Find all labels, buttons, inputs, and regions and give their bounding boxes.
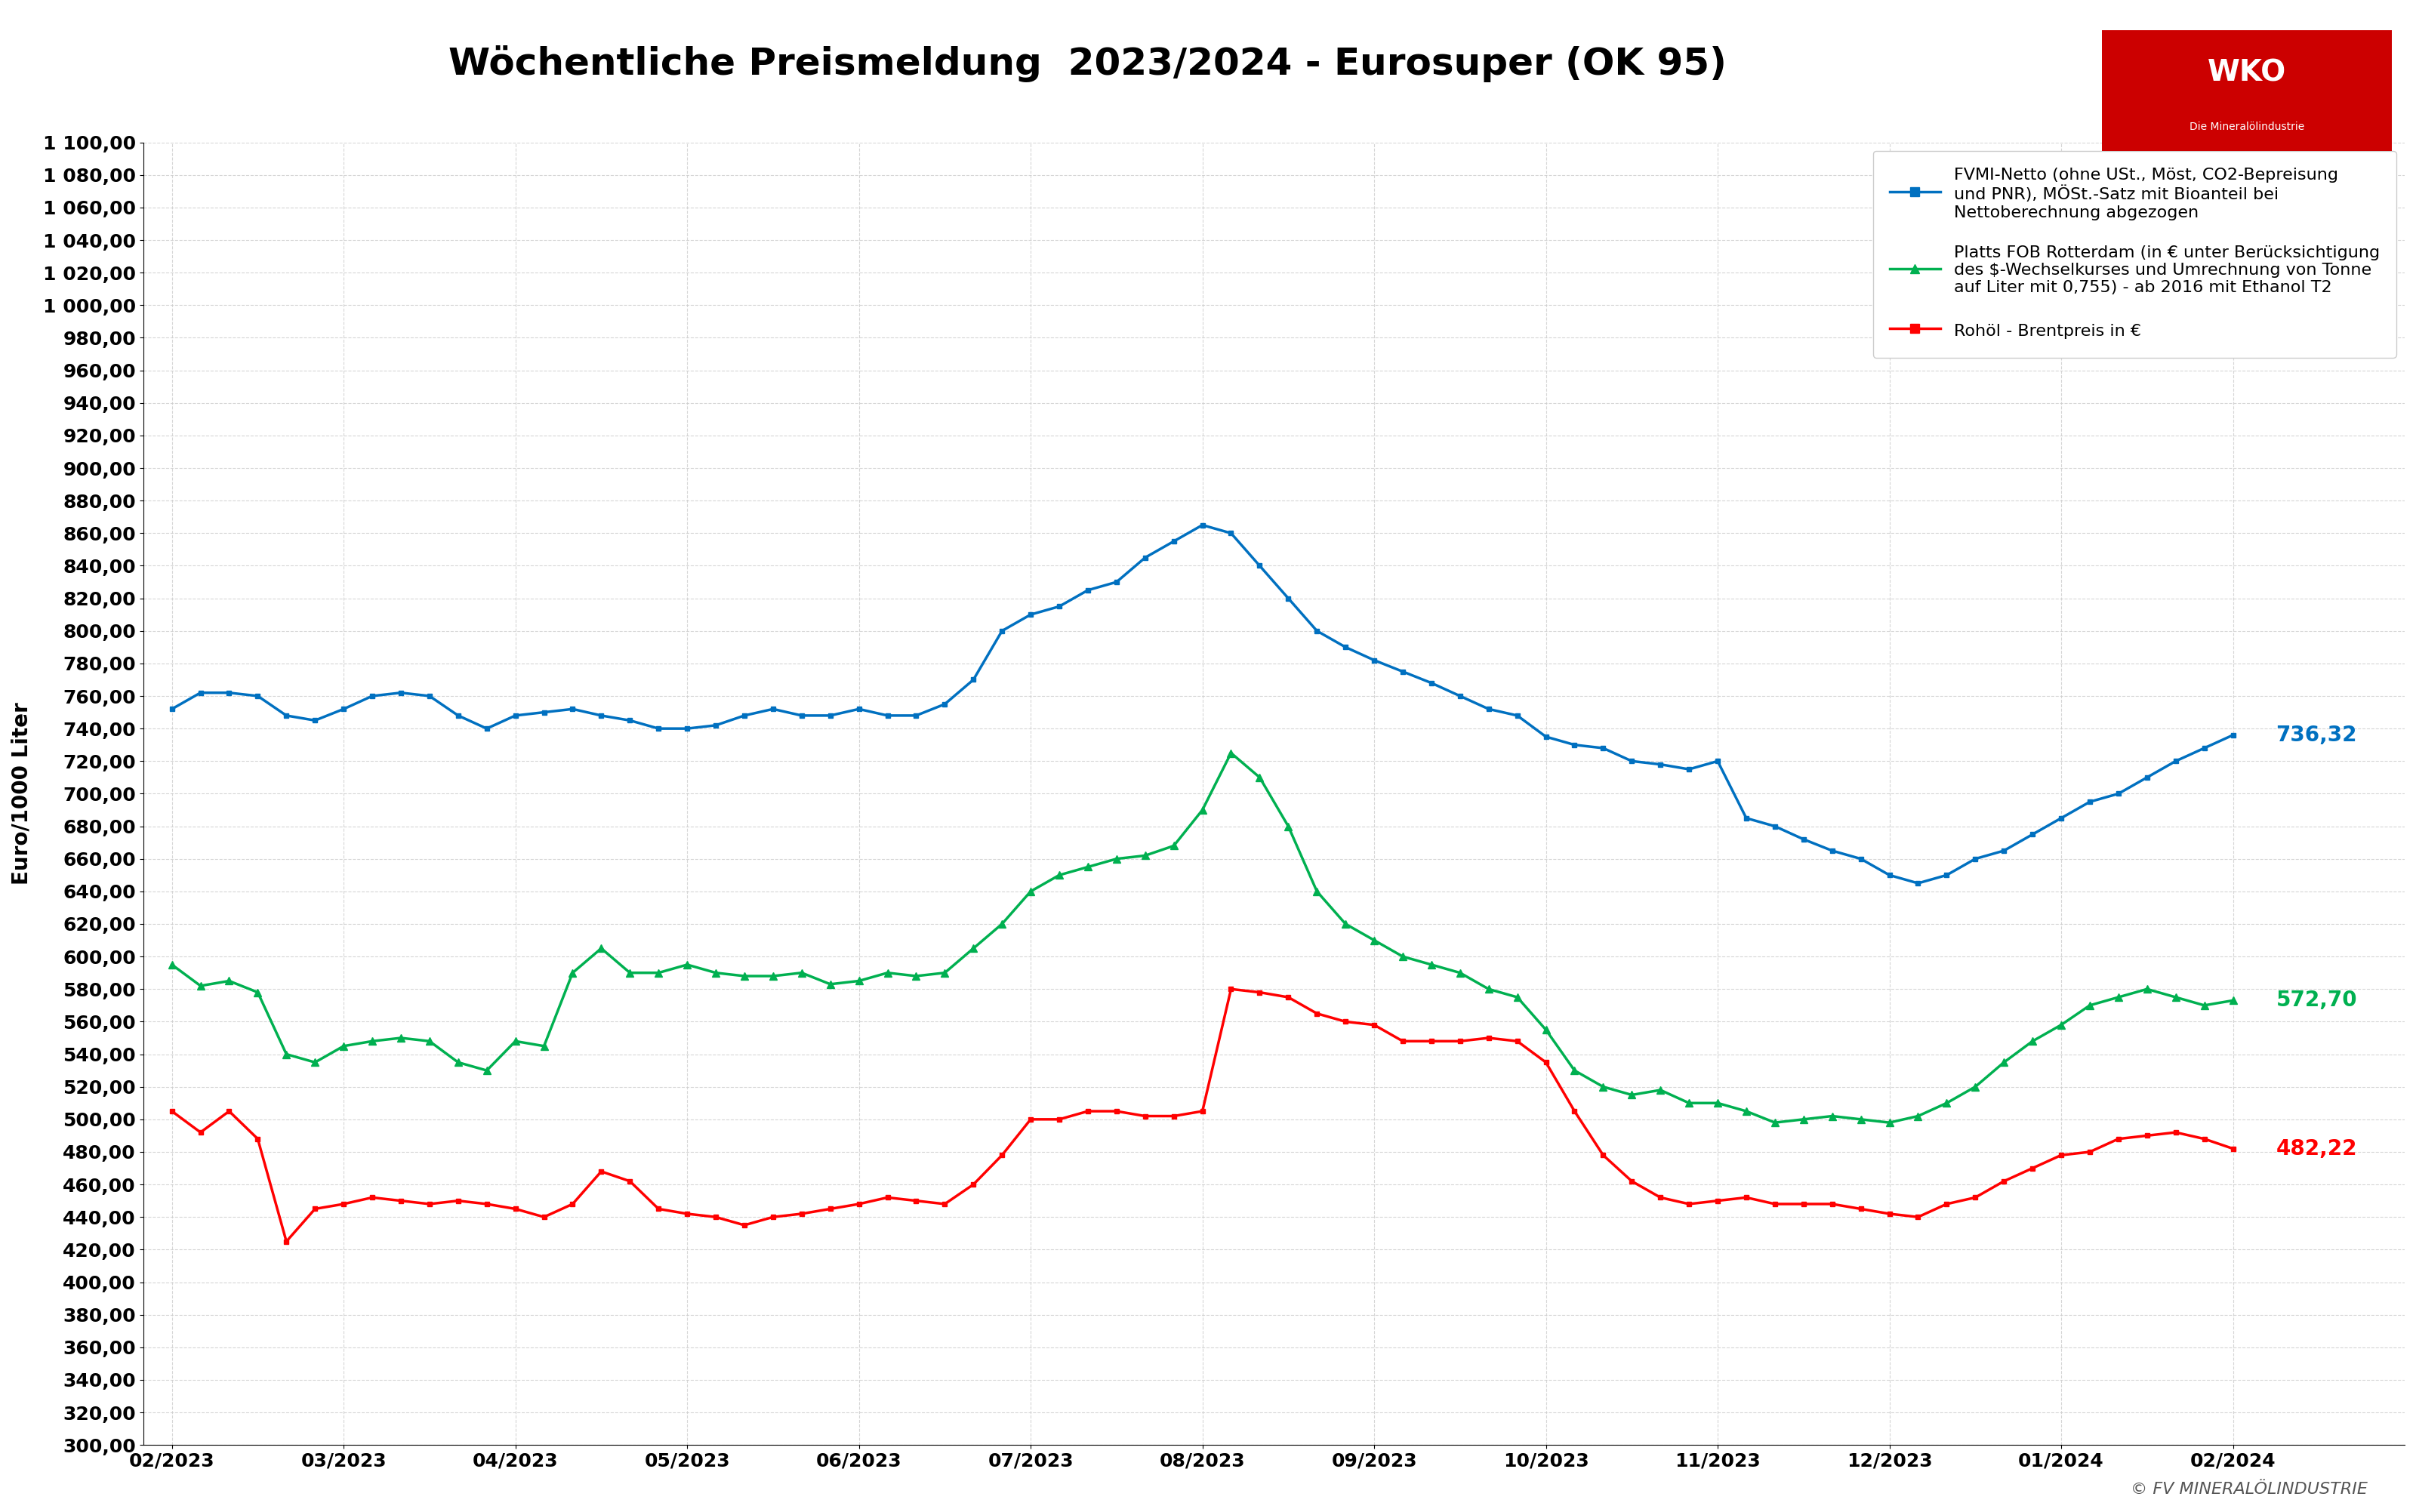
FVMI-Netto (ohne USt., Möst, CO2-Bepreisung
und PNR), MÖSt.-Satz mit Bioanteil bei
Nettoberechnung abgezogen — [2218, 726, 2247, 744]
FVMI-Netto (ohne USt., Möst, CO2-Bepreisung
und PNR), MÖSt.-Satz mit Bioanteil bei
Nettoberechnung abgezogen — [616, 711, 645, 729]
Y-axis label: Euro/1000 Liter: Euro/1000 Liter — [12, 703, 31, 885]
Rohöl - Brentpreis in € — [2075, 1143, 2104, 1161]
Line: FVMI-Netto (ohne USt., Möst, CO2-Bepreisung
und PNR), MÖSt.-Satz mit Bioanteil bei
Nettoberechnung abgezogen: FVMI-Netto (ohne USt., Möst, CO2-Bepreis… — [169, 523, 2235, 886]
Text: Die Mineralölindustrie: Die Mineralölindustrie — [2189, 122, 2305, 132]
FVMI-Netto (ohne USt., Möst, CO2-Bepreisung
und PNR), MÖSt.-Satz mit Bioanteil bei
Nettoberechnung abgezogen — [157, 700, 186, 718]
Platts FOB Rotterdam (in € unter Berücksichtigung
des $-Wechselkurses und Umrechnung von Tonne
auf Liter mit 0,755) - ab 2016 mit Ethanol T2 — [2075, 996, 2104, 1015]
Platts FOB Rotterdam (in € unter Berücksichtigung
des $-Wechselkurses und Umrechnung von Tonne
auf Liter mit 0,755) - ab 2016 mit Ethanol T2 — [1988, 1054, 2017, 1072]
Rohöl - Brentpreis in € — [1244, 983, 1273, 1001]
Rohöl - Brentpreis in € — [1933, 1194, 1962, 1213]
FVMI-Netto (ohne USt., Möst, CO2-Bepreisung
und PNR), MÖSt.-Satz mit Bioanteil bei
Nettoberechnung abgezogen — [1189, 516, 1218, 534]
FVMI-Netto (ohne USt., Möst, CO2-Bepreisung
und PNR), MÖSt.-Satz mit Bioanteil bei
Nettoberechnung abgezogen — [1218, 525, 1247, 543]
Platts FOB Rotterdam (in € unter Berücksichtigung
des $-Wechselkurses und Umrechnung von Tonne
auf Liter mit 0,755) - ab 2016 mit Ethanol T2 — [1933, 1095, 1962, 1113]
Rohöl - Brentpreis in € — [645, 1201, 674, 1219]
Platts FOB Rotterdam (in € unter Berücksichtigung
des $-Wechselkurses und Umrechnung von Tonne
auf Liter mit 0,755) - ab 2016 mit Ethanol T2 — [616, 963, 645, 981]
Text: © FV MINERALÖLINDUSTRIE: © FV MINERALÖLINDUSTRIE — [2131, 1482, 2368, 1497]
Rohöl - Brentpreis in € — [273, 1232, 302, 1250]
FVMI-Netto (ohne USt., Möst, CO2-Bepreisung
und PNR), MÖSt.-Satz mit Bioanteil bei
Nettoberechnung abgezogen — [1988, 842, 2017, 860]
FVMI-Netto (ohne USt., Möst, CO2-Bepreisung
und PNR), MÖSt.-Satz mit Bioanteil bei
Nettoberechnung abgezogen — [846, 700, 875, 718]
Platts FOB Rotterdam (in € unter Berücksichtigung
des $-Wechselkurses und Umrechnung von Tonne
auf Liter mit 0,755) - ab 2016 mit Ethanol T2 — [157, 956, 186, 974]
Rohöl - Brentpreis in € — [1218, 980, 1247, 998]
Rohöl - Brentpreis in € — [872, 1188, 901, 1207]
Rohöl - Brentpreis in € — [1988, 1172, 2017, 1190]
Platts FOB Rotterdam (in € unter Berücksichtigung
des $-Wechselkurses und Umrechnung von Tonne
auf Liter mit 0,755) - ab 2016 mit Ethanol T2 — [1189, 801, 1218, 820]
Rohöl - Brentpreis in € — [157, 1102, 186, 1120]
Text: WKO: WKO — [2208, 59, 2286, 86]
Text: 736,32: 736,32 — [2276, 724, 2358, 745]
Line: Rohöl - Brentpreis in €: Rohöl - Brentpreis in € — [169, 986, 2235, 1244]
Text: 572,70: 572,70 — [2276, 990, 2358, 1012]
Text: Wöchentliche Preismeldung  2023/2024 - Eurosuper (OK 95): Wöchentliche Preismeldung 2023/2024 - Eu… — [447, 45, 1727, 82]
Text: 482,22: 482,22 — [2276, 1139, 2358, 1160]
FVMI-Netto (ohne USt., Möst, CO2-Bepreisung
und PNR), MÖSt.-Satz mit Bioanteil bei
Nettoberechnung abgezogen — [2075, 792, 2104, 810]
Platts FOB Rotterdam (in € unter Berücksichtigung
des $-Wechselkurses und Umrechnung von Tonne
auf Liter mit 0,755) - ab 2016 mit Ethanol T2 — [846, 972, 875, 990]
Platts FOB Rotterdam (in € unter Berücksichtigung
des $-Wechselkurses und Umrechnung von Tonne
auf Liter mit 0,755) - ab 2016 mit Ethanol T2 — [1218, 744, 1247, 762]
FVMI-Netto (ohne USt., Möst, CO2-Bepreisung
und PNR), MÖSt.-Satz mit Bioanteil bei
Nettoberechnung abgezogen — [1904, 874, 1933, 892]
Line: Platts FOB Rotterdam (in € unter Berücksichtigung
des $-Wechselkurses und Umrechnung von Tonne
auf Liter mit 0,755) - ab 2016 mit Ethanol T2: Platts FOB Rotterdam (in € unter Berücks… — [169, 750, 2237, 1126]
FVMI-Netto (ohne USt., Möst, CO2-Bepreisung
und PNR), MÖSt.-Satz mit Bioanteil bei
Nettoberechnung abgezogen — [1933, 866, 1962, 885]
Legend: FVMI-Netto (ohne USt., Möst, CO2-Bepreisung
und PNR), MÖSt.-Satz mit Bioanteil b: FVMI-Netto (ohne USt., Möst, CO2-Bepreis… — [1872, 151, 2397, 358]
Rohöl - Brentpreis in € — [2218, 1140, 2247, 1158]
Platts FOB Rotterdam (in € unter Berücksichtigung
des $-Wechselkurses und Umrechnung von Tonne
auf Liter mit 0,755) - ab 2016 mit Ethanol T2 — [2218, 992, 2247, 1010]
Platts FOB Rotterdam (in € unter Berücksichtigung
des $-Wechselkurses und Umrechnung von Tonne
auf Liter mit 0,755) - ab 2016 mit Ethanol T2 — [1761, 1113, 1790, 1131]
